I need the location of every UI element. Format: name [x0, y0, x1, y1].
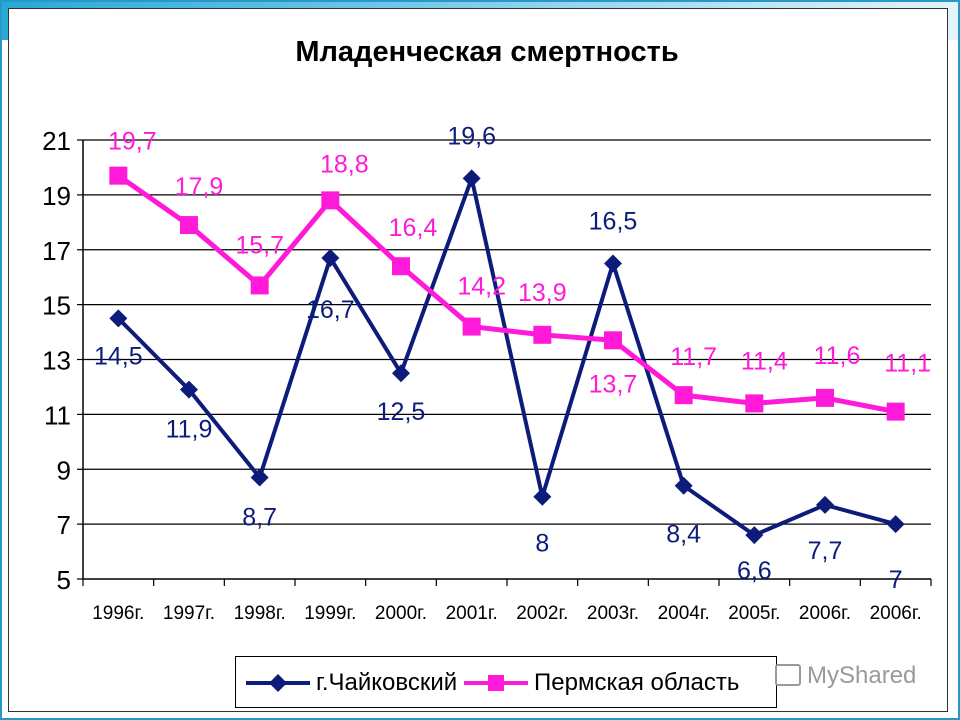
data-label-perm: 11,4: [741, 347, 788, 375]
x-tick-label: 2001г.: [446, 603, 498, 624]
chart-legend: г.Чайковский Пермская область: [235, 656, 777, 708]
data-label-perm: 11,1: [884, 350, 931, 378]
data-label-perm: 18,8: [320, 150, 369, 178]
data-label-chaikovsky: 14,5: [94, 342, 143, 370]
line-chart: Младенческая смертность 5 7 9 11 13 15 17 19 21 19…: [42, 36, 932, 624]
diamond-marker-icon: [246, 674, 310, 692]
data-point-chaikovsky: [886, 515, 905, 534]
x-tick-label: 2006г.: [870, 603, 922, 624]
series-line-chaikovsky: [116, 176, 897, 538]
data-label-chaikovsky: 8,7: [242, 503, 277, 531]
data-point-chaikovsky: [250, 468, 269, 487]
data-point-chaikovsky: [816, 495, 834, 514]
y-tick-label: 11: [44, 400, 71, 430]
y-tick-label: 5: [57, 565, 71, 595]
data-point-chaikovsky: [462, 169, 481, 188]
data-label-perm: 11,7: [670, 343, 717, 371]
square-marker-icon: [464, 675, 528, 691]
data-point-chaikovsky: [533, 487, 552, 506]
data-point-perm: [745, 394, 764, 413]
x-tick-label: 1997г.: [163, 603, 215, 624]
data-label-perm: 13,7: [589, 370, 638, 398]
data-point-chaikovsky: [604, 254, 622, 273]
data-label-perm: 14,2: [457, 273, 506, 301]
watermark: MyShared: [775, 658, 916, 694]
data-point-perm: [109, 166, 128, 185]
data-point-chaikovsky: [180, 380, 198, 399]
x-tick-label: 2004г.: [658, 603, 710, 624]
chart-title: Младенческая смертность: [295, 36, 678, 68]
data-label-chaikovsky: 11,9: [166, 416, 213, 444]
legend-label-perm: Пермская область: [534, 669, 740, 696]
data-point-perm: [604, 331, 622, 350]
watermark-text: MyShared: [807, 662, 917, 689]
data-point-perm: [321, 191, 340, 210]
y-tick-label: 7: [57, 510, 71, 540]
data-point-perm: [816, 388, 834, 407]
data-label-chaikovsky: 7: [889, 566, 903, 594]
data-label-chaikovsky: 8: [535, 530, 549, 558]
data-label-perm: 16,4: [389, 214, 438, 242]
data-label-perm: 17,9: [175, 173, 224, 201]
data-label-chaikovsky: 8,4: [666, 521, 701, 549]
data-point-perm: [533, 325, 552, 344]
data-point-perm: [886, 402, 905, 421]
data-point-chaikovsky: [109, 309, 128, 328]
data-point-perm: [180, 216, 198, 235]
data-label-chaikovsky: 16,7: [306, 296, 355, 324]
data-point-perm: [462, 317, 481, 336]
y-tick-label: 21: [42, 126, 71, 156]
data-point-chaikovsky: [321, 248, 340, 267]
data-label-chaikovsky: 6,6: [737, 557, 772, 585]
x-tick-label: 2005г.: [728, 603, 780, 624]
x-tick-label: 1999г.: [304, 603, 356, 624]
y-tick-label: 17: [42, 236, 71, 266]
data-label-perm: 11,6: [814, 342, 861, 370]
data-point-chaikovsky: [745, 526, 764, 545]
data-point-chaikovsky: [674, 476, 693, 495]
data-point-chaikovsky: [392, 364, 410, 383]
y-tick-label: 19: [42, 181, 71, 211]
y-tick-label: 9: [57, 455, 71, 485]
watermark-logo-icon: [775, 663, 801, 686]
data-point-perm: [250, 276, 269, 295]
data-point-perm: [674, 386, 693, 405]
legend-label-chaikovsky: г.Чайковский: [316, 669, 458, 696]
x-tick-label: 2002г.: [516, 603, 568, 624]
y-tick-label: 13: [42, 346, 71, 376]
data-label-chaikovsky: 19,6: [447, 122, 496, 150]
data-label-chaikovsky: 7,7: [808, 537, 843, 565]
data-label-chaikovsky: 12,5: [377, 398, 426, 426]
data-label-perm: 19,7: [108, 128, 157, 156]
y-tick-label: 15: [42, 291, 71, 321]
x-tick-label: 2003г.: [587, 603, 639, 624]
chart-panel: Младенческая смертность 5 7 9 11 13 15 17 19 21 19…: [8, 8, 948, 712]
x-tick-label: 1998г.: [234, 603, 286, 624]
x-tick-label: 2006г.: [799, 603, 851, 624]
data-label-chaikovsky: 16,5: [589, 207, 638, 235]
series-line-perm: [116, 173, 897, 415]
x-tick-label: 2000г.: [375, 603, 427, 624]
x-tick-label: 1996г.: [92, 603, 144, 624]
data-point-perm: [392, 257, 410, 276]
data-label-perm: 13,9: [518, 279, 567, 307]
data-label-perm: 15,7: [235, 231, 284, 259]
